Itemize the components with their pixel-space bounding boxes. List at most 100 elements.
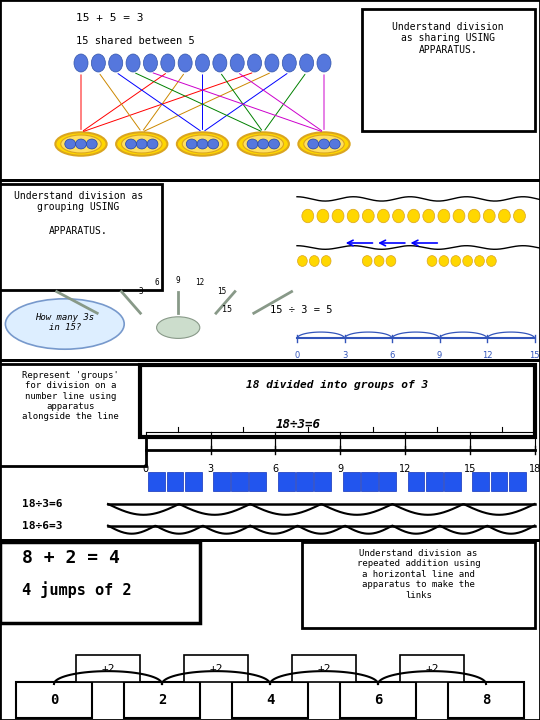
Text: 15: 15 — [222, 305, 232, 314]
Text: +2: +2 — [102, 664, 114, 674]
Ellipse shape — [126, 54, 140, 72]
Ellipse shape — [321, 256, 331, 266]
Ellipse shape — [157, 317, 200, 338]
Ellipse shape — [451, 256, 461, 266]
FancyBboxPatch shape — [343, 472, 360, 491]
FancyBboxPatch shape — [166, 472, 184, 491]
Ellipse shape — [213, 54, 227, 72]
FancyBboxPatch shape — [408, 472, 424, 491]
Ellipse shape — [299, 132, 350, 156]
Ellipse shape — [362, 256, 372, 266]
Ellipse shape — [122, 135, 162, 153]
FancyBboxPatch shape — [232, 683, 308, 719]
Ellipse shape — [109, 54, 123, 72]
Text: 2: 2 — [158, 693, 166, 707]
Text: +2: +2 — [318, 664, 331, 674]
Text: 12: 12 — [482, 351, 492, 360]
Text: Understand division
as sharing USING
APPARATUS.: Understand division as sharing USING APP… — [393, 22, 504, 55]
Ellipse shape — [374, 256, 384, 266]
Text: Represent 'groups'
for division on a
number line using
apparatus
alongside the l: Represent 'groups' for division on a num… — [22, 371, 119, 421]
Ellipse shape — [300, 54, 314, 72]
Ellipse shape — [498, 210, 510, 222]
Ellipse shape — [161, 54, 175, 72]
Ellipse shape — [475, 256, 484, 266]
Ellipse shape — [282, 54, 296, 72]
Ellipse shape — [197, 139, 208, 149]
FancyBboxPatch shape — [362, 9, 535, 131]
Ellipse shape — [438, 210, 450, 222]
Text: 3: 3 — [342, 351, 347, 360]
Text: 18 divided into groups of 3: 18 divided into groups of 3 — [246, 380, 429, 390]
FancyBboxPatch shape — [184, 655, 248, 683]
Ellipse shape — [247, 139, 258, 149]
Ellipse shape — [86, 139, 97, 149]
Text: +2: +2 — [210, 664, 223, 674]
FancyBboxPatch shape — [490, 472, 508, 491]
Text: 6: 6 — [154, 278, 159, 287]
FancyBboxPatch shape — [509, 472, 525, 491]
Text: 9: 9 — [176, 276, 180, 285]
Ellipse shape — [302, 210, 314, 222]
Text: 4 jumps of 2: 4 jumps of 2 — [22, 582, 131, 598]
Text: 0: 0 — [294, 351, 300, 360]
Text: How many 3s
in 15?: How many 3s in 15? — [35, 312, 94, 332]
Ellipse shape — [317, 54, 331, 72]
FancyBboxPatch shape — [0, 184, 162, 289]
FancyBboxPatch shape — [0, 364, 146, 467]
Ellipse shape — [329, 139, 340, 149]
Ellipse shape — [91, 54, 105, 72]
FancyBboxPatch shape — [278, 472, 295, 491]
Text: 15: 15 — [464, 464, 476, 474]
Ellipse shape — [258, 139, 268, 149]
FancyBboxPatch shape — [426, 472, 443, 491]
Text: 0: 0 — [143, 464, 149, 474]
FancyBboxPatch shape — [249, 472, 266, 491]
FancyBboxPatch shape — [448, 683, 524, 719]
Text: +2: +2 — [426, 664, 438, 674]
Ellipse shape — [178, 54, 192, 72]
FancyBboxPatch shape — [16, 683, 92, 719]
Text: 18÷6=3: 18÷6=3 — [22, 521, 62, 531]
FancyBboxPatch shape — [185, 472, 201, 491]
Ellipse shape — [247, 54, 261, 72]
FancyBboxPatch shape — [148, 472, 165, 491]
Ellipse shape — [177, 132, 228, 156]
Text: 18÷3=6: 18÷3=6 — [22, 499, 62, 509]
Ellipse shape — [183, 135, 223, 153]
Text: Understand division as
repeated addition using
a horizontal line and
apparatus t: Understand division as repeated addition… — [357, 549, 480, 600]
Ellipse shape — [408, 210, 420, 222]
Ellipse shape — [514, 210, 525, 222]
Text: 6: 6 — [272, 464, 279, 474]
Text: 3: 3 — [207, 464, 214, 474]
Text: 9: 9 — [337, 464, 343, 474]
Ellipse shape — [74, 54, 88, 72]
Ellipse shape — [393, 210, 404, 222]
Ellipse shape — [427, 256, 437, 266]
Ellipse shape — [125, 139, 136, 149]
FancyBboxPatch shape — [140, 365, 535, 437]
Ellipse shape — [317, 210, 329, 222]
Text: 15 ÷ 3 = 5: 15 ÷ 3 = 5 — [270, 305, 333, 315]
Ellipse shape — [147, 139, 158, 149]
Ellipse shape — [5, 299, 124, 349]
Ellipse shape — [483, 210, 495, 222]
Ellipse shape — [243, 135, 284, 153]
Text: 15 + 5 = 3: 15 + 5 = 3 — [76, 12, 143, 22]
FancyBboxPatch shape — [379, 472, 396, 491]
Ellipse shape — [65, 139, 76, 149]
Text: 6: 6 — [389, 351, 395, 360]
Ellipse shape — [423, 210, 435, 222]
Text: 15: 15 — [217, 287, 226, 296]
Ellipse shape — [116, 132, 167, 156]
Ellipse shape — [453, 210, 465, 222]
Text: 9: 9 — [437, 351, 442, 360]
Ellipse shape — [208, 139, 219, 149]
Ellipse shape — [309, 256, 319, 266]
FancyBboxPatch shape — [76, 655, 140, 683]
FancyBboxPatch shape — [361, 472, 378, 491]
Text: 3: 3 — [138, 287, 143, 296]
Ellipse shape — [362, 210, 374, 222]
FancyBboxPatch shape — [314, 472, 331, 491]
Text: 6: 6 — [374, 693, 382, 707]
Ellipse shape — [136, 139, 147, 149]
